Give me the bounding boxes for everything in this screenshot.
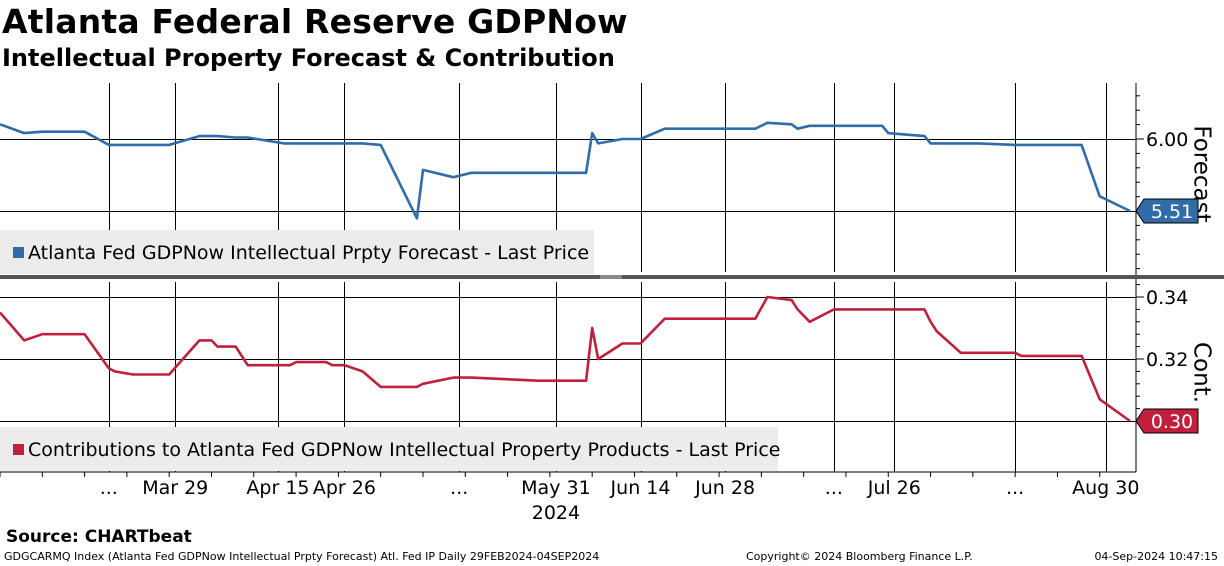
source-note: Source: CHARTbeat	[6, 527, 192, 547]
chart-title: Atlanta Federal Reserve GDPNow	[2, 2, 628, 41]
x-tick-label: ...	[450, 477, 468, 499]
x-tick-label: Jul 26	[867, 477, 921, 499]
y-tick-label: 0.34	[1146, 287, 1188, 309]
x-tick-label: Jun 28	[694, 477, 755, 499]
last-value-badge	[1135, 408, 1199, 434]
legend-swatch	[13, 444, 24, 455]
footer-timestamp: 04-Sep-2024 10:47:15	[1094, 550, 1218, 563]
series-line	[0, 295, 1131, 423]
last-value-label: 0.30	[1151, 411, 1193, 433]
x-tick-label: ...	[825, 477, 843, 499]
legend-box	[0, 427, 778, 471]
footer-copyright: Copyright© 2024 Bloomberg Finance L.P.	[746, 550, 973, 563]
last-value-label: 5.51	[1151, 201, 1193, 223]
legend-box	[0, 230, 594, 274]
x-year-label: 2024	[532, 502, 580, 524]
x-tick-label: Aug 30	[1072, 477, 1139, 499]
x-tick-label: Jun 14	[610, 477, 671, 499]
legend-label: Contributions to Atlanta Fed GDPNow Inte…	[28, 439, 780, 461]
footer-index-info: GDGCARMQ Index (Atlanta Fed GDPNow Intel…	[4, 550, 600, 563]
x-tick-label: ...	[100, 477, 118, 499]
legend-label: Atlanta Fed GDPNow Intellectual Prpty Fo…	[28, 242, 589, 264]
series-line	[0, 121, 1131, 220]
x-tick-label: Apr 26	[313, 477, 376, 499]
y-tick-label: 0.32	[1146, 349, 1188, 371]
x-tick-label: ...	[1006, 477, 1024, 499]
x-tick-label: Apr 15	[246, 477, 309, 499]
y-tick-label: 6.00	[1146, 129, 1188, 151]
last-value-badge	[1135, 198, 1199, 224]
y-axis-title: Cont.	[1189, 342, 1215, 403]
legend-swatch	[13, 247, 24, 258]
x-tick-label: Mar 29	[142, 477, 208, 499]
x-tick-label: May 31	[521, 477, 591, 499]
chart-subtitle: Intellectual Property Forecast & Contrib…	[2, 44, 615, 72]
